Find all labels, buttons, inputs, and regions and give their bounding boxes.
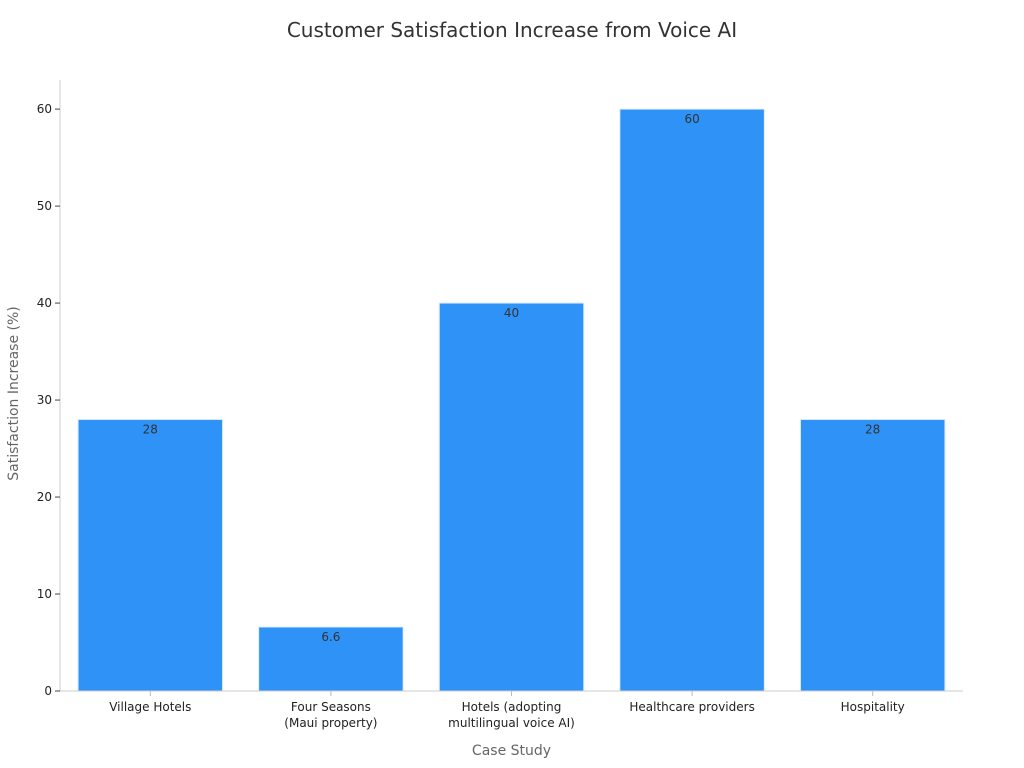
data-label: 60	[684, 112, 699, 126]
x-tick-label: Village Hotels	[109, 700, 191, 714]
data-labels-layer: 28 6.6 40 60 28	[143, 112, 881, 644]
y-tick-label: 10	[37, 587, 52, 601]
bar	[799, 418, 946, 692]
y-tick-label: 0	[44, 684, 52, 698]
data-label: 6.6	[321, 630, 340, 644]
bar	[438, 302, 585, 692]
x-axis-title: Case Study	[472, 743, 551, 759]
y-tick-label: 60	[37, 102, 52, 116]
data-label: 40	[504, 306, 519, 320]
y-tick-label: 50	[37, 199, 52, 213]
bar	[258, 626, 404, 692]
data-label: 28	[865, 422, 880, 436]
bars-layer	[77, 108, 946, 692]
bar	[77, 418, 224, 692]
data-label: 28	[143, 422, 158, 436]
chart-title: Customer Satisfaction Increase from Voic…	[286, 18, 738, 42]
y-tick-label: 30	[37, 393, 52, 407]
y-tick-label: 20	[37, 490, 52, 504]
x-tick-label: Four Seasons (Maui property)	[284, 700, 377, 730]
x-tick-label: Hospitality	[841, 700, 905, 714]
x-tick-label: Healthcare providers	[629, 700, 754, 714]
x-tick-label: Hotels (adopting multilingual voice AI)	[448, 700, 575, 730]
y-axis-title: Satisfaction Increase (%)	[6, 306, 22, 481]
axes-layer: Village Hotels Four Seasons (Maui property…	[6, 80, 963, 759]
y-tick-label: 40	[37, 296, 52, 310]
bar	[619, 108, 765, 692]
